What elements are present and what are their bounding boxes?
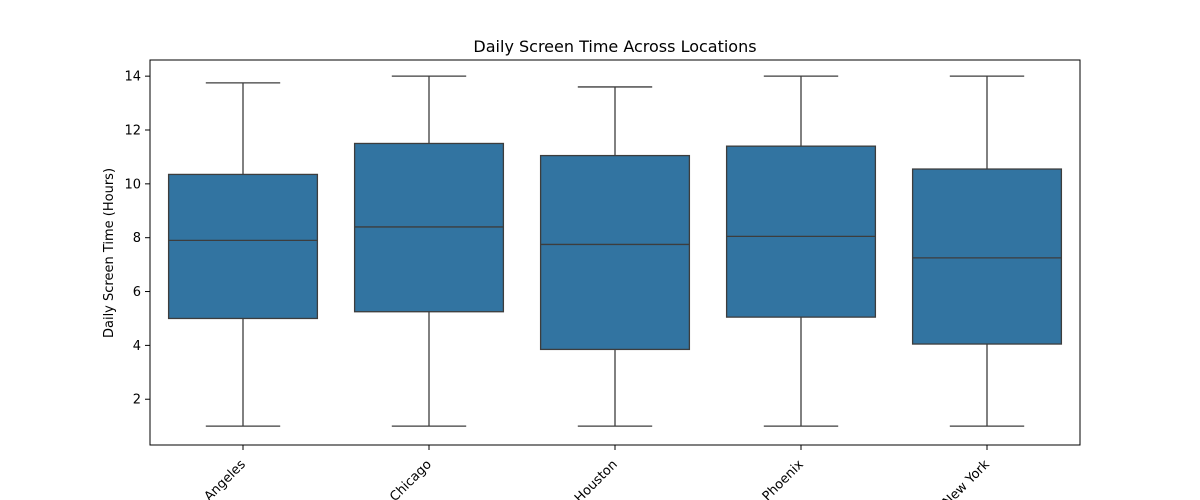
chart-title: Daily Screen Time Across Locations: [473, 37, 756, 56]
y-tick-label: 8: [133, 231, 141, 246]
box-houston: [539, 154, 691, 351]
box-chicago: [353, 142, 505, 313]
y-axis-label: Daily Screen Time (Hours): [102, 168, 117, 338]
box-new-york: [911, 168, 1063, 345]
y-tick-label: 4: [133, 339, 141, 354]
y-tick-label: 14: [124, 70, 141, 85]
x-tick-label: Angeles: [202, 457, 249, 500]
box-angeles: [167, 173, 319, 320]
x-tick-label: Phoenix: [760, 457, 807, 500]
x-tick-label: Houston: [572, 457, 621, 500]
y-tick-label: 2: [133, 393, 141, 408]
plot-area: 2 4 6 8 10 12 14 Angeles Chicago Houston Phoenix Ne…: [124, 59, 1081, 500]
box-phoenix: [725, 145, 877, 318]
x-tick-label: New York: [940, 457, 993, 500]
y-tick-label: 6: [133, 285, 141, 300]
y-tick-label: 12: [124, 124, 141, 139]
y-tick-label: 10: [124, 177, 141, 192]
x-tick-label: Chicago: [387, 457, 435, 500]
